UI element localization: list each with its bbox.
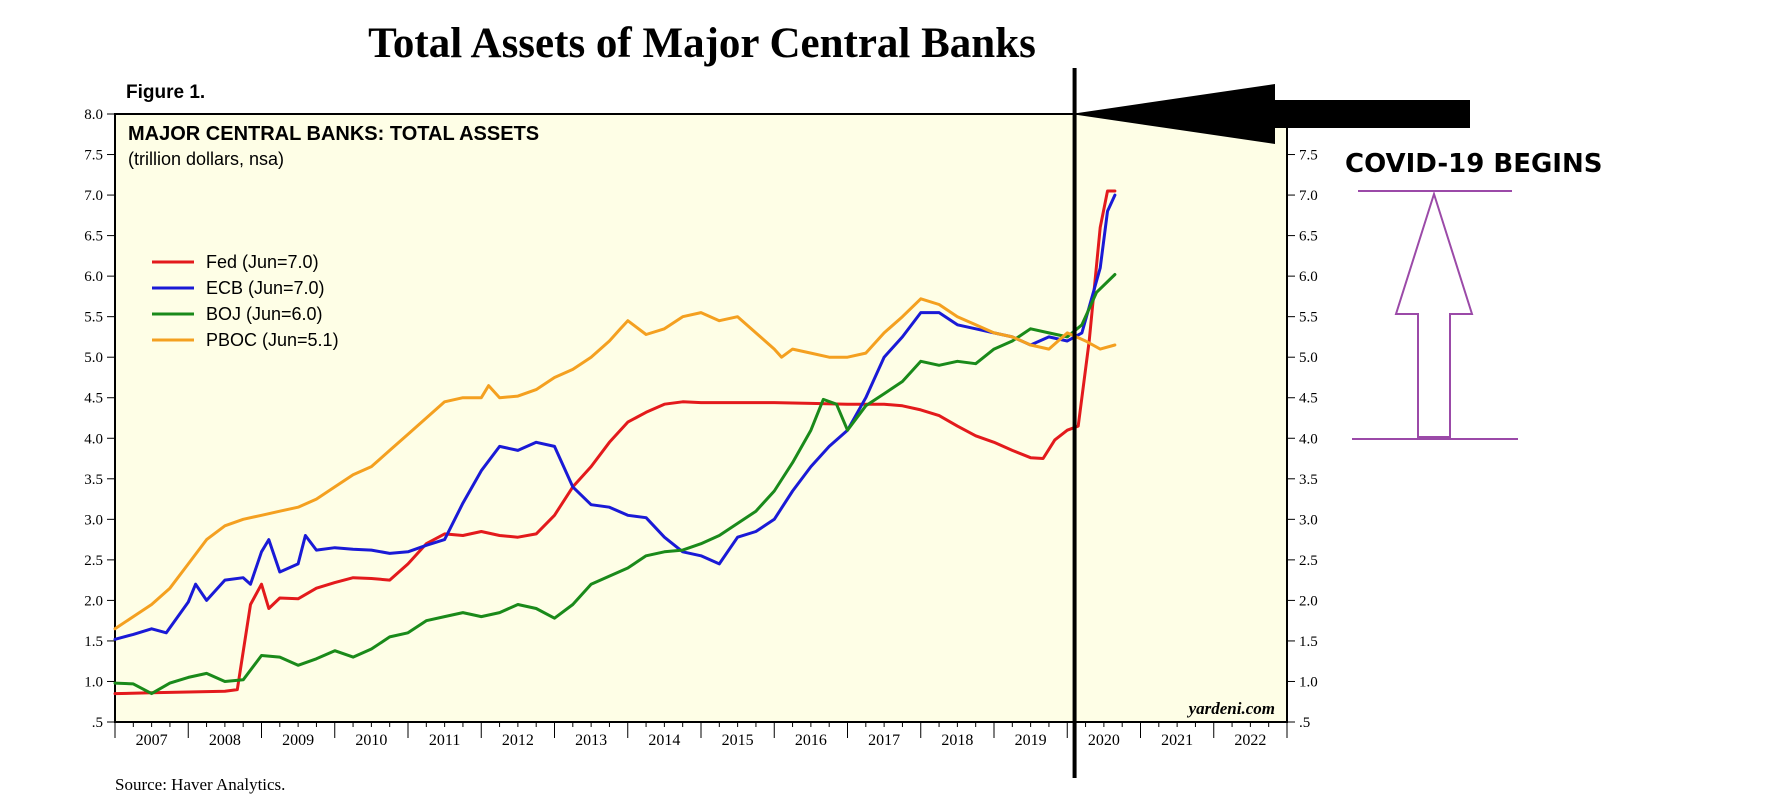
source-note: Source: Haver Analytics. — [115, 775, 285, 794]
y-right-tick-label: 6.5 — [1299, 229, 1318, 245]
y-right-tick-label: 6.0 — [1299, 269, 1318, 285]
x-tick-label: 2022 — [1234, 732, 1266, 749]
series-line-boj — [113, 273, 1117, 696]
x-axis: 2007 2008 2009 2010 2011 2012 2013 2014 2015 2016… — [114, 722, 1288, 749]
y-left-tick-label: 1.0 — [84, 674, 103, 690]
x-tick-label: 2018 — [941, 732, 973, 749]
x-tick-label: 2010 — [355, 732, 387, 749]
y-right-tick-label: 4.0 — [1299, 431, 1318, 447]
left-arrow-icon — [1071, 84, 1470, 144]
y-right-tick-label: 1.0 — [1299, 674, 1318, 690]
y-left-tick-label: 2.5 — [84, 553, 103, 569]
y-right-tick-label: 3.0 — [1299, 512, 1318, 528]
y-left-tick-label: .5 — [92, 715, 103, 731]
y-right-tick-label: 7.5 — [1299, 148, 1318, 164]
x-tick-label: 2019 — [1015, 732, 1047, 749]
y-left-tick-label: 8.0 — [84, 107, 103, 123]
y-right-tick-label: 2.0 — [1299, 593, 1318, 609]
y-left-tick-label: 5.0 — [84, 350, 103, 366]
x-tick-label: 2021 — [1161, 732, 1193, 749]
y-axis-right: 7.5 7.0 6.5 6.0 5.5 5.0 4.5 4.0 3.5 3.0 2.5 2.0 1.5 1… — [1287, 148, 1318, 731]
legend: Fed (Jun=7.0) ECB (Jun=7.0) BOJ (Jun=6.0… — [152, 252, 339, 350]
legend-label-pboc: PBOC (Jun=5.1) — [206, 330, 339, 350]
y-left-tick-label: 6.0 — [84, 269, 103, 285]
y-left-tick-label: 3.5 — [84, 472, 103, 488]
y-left-tick-label: 5.5 — [84, 310, 103, 326]
y-left-tick-label: 1.5 — [84, 634, 103, 650]
x-tick-label: 2014 — [648, 732, 680, 749]
figure-label: Figure 1. — [126, 82, 205, 103]
y-left-tick-label: 2.0 — [84, 593, 103, 609]
y-right-tick-label: 5.5 — [1299, 310, 1318, 326]
y-left-tick-label: 7.0 — [84, 188, 103, 204]
plot-area — [114, 113, 1288, 723]
y-right-tick-label: .5 — [1299, 715, 1310, 731]
legend-label-fed: Fed (Jun=7.0) — [206, 252, 319, 272]
y-right-tick-label: 1.5 — [1299, 634, 1318, 650]
y-right-tick-label: 4.5 — [1299, 391, 1318, 407]
annotation-text: COVID-19 BEGINS — [1345, 149, 1602, 179]
legend-label-boj: BOJ (Jun=6.0) — [206, 304, 323, 324]
y-left-tick-label: 6.5 — [84, 229, 103, 245]
y-right-tick-label: 7.0 — [1299, 188, 1318, 204]
y-left-tick-label: 7.5 — [84, 148, 103, 164]
x-tick-label: 2011 — [429, 732, 460, 749]
series-line-pboc — [113, 297, 1117, 631]
y-right-tick-label: 2.5 — [1299, 553, 1318, 569]
series-line-fed — [113, 189, 1117, 696]
up-arrow-icon — [1394, 190, 1474, 438]
x-tick-label: 2007 — [136, 732, 168, 749]
legend-label-ecb: ECB (Jun=7.0) — [206, 278, 325, 298]
x-tick-label: 2020 — [1088, 732, 1120, 749]
y-right-tick-label: 3.5 — [1299, 472, 1318, 488]
x-tick-label: 2009 — [282, 732, 314, 749]
series-layer — [113, 189, 1117, 696]
chart-title: MAJOR CENTRAL BANKS: TOTAL ASSETS — [128, 123, 539, 145]
x-tick-label: 2017 — [868, 732, 900, 749]
x-tick-label: 2012 — [502, 732, 534, 749]
x-tick-label: 2013 — [575, 732, 607, 749]
x-tick-label: 2008 — [209, 732, 241, 749]
y-right-tick-label: 5.0 — [1299, 350, 1318, 366]
series-line-ecb — [113, 193, 1117, 641]
chart-subtitle: (trillion dollars, nsa) — [128, 149, 284, 169]
y-axis-left: 8.0 7.5 7.0 6.5 6.0 5.5 5.0 4.5 4.0 3.5 3.0 2.5 2.0 1… — [84, 107, 115, 731]
y-left-tick-label: 3.0 — [84, 512, 103, 528]
y-left-tick-label: 4.5 — [84, 391, 103, 407]
watermark: yardeni.com — [1187, 699, 1275, 718]
x-tick-label: 2015 — [722, 732, 754, 749]
page-title: Total Assets of Major Central Banks — [368, 20, 1036, 67]
y-left-tick-label: 4.0 — [84, 431, 103, 447]
x-tick-label: 2016 — [795, 732, 827, 749]
